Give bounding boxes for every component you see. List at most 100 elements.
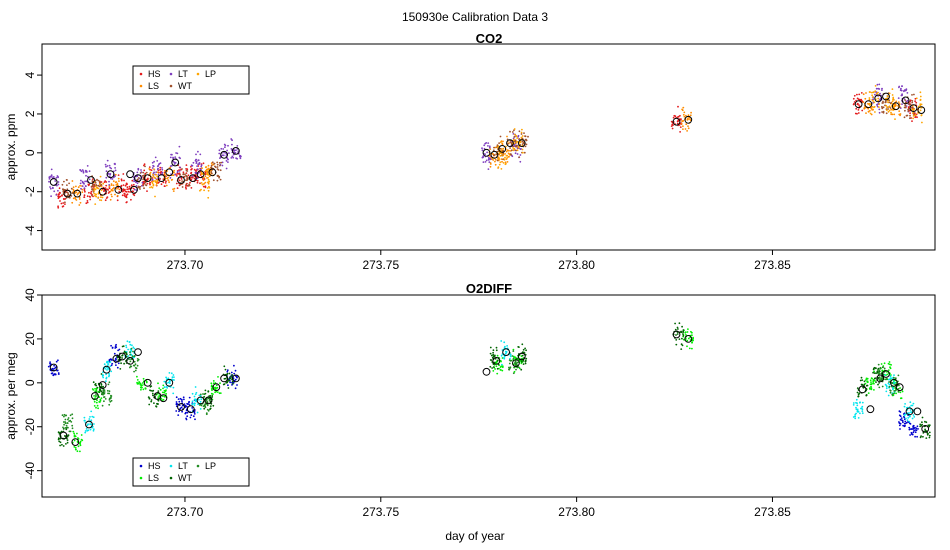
o2diff-data-point [79,440,82,443]
o2diff-data-point [93,405,96,407]
co2-data-point [187,177,189,180]
o2diff-data-point [149,385,152,388]
o2diff-mean-marker [212,383,221,392]
co2-mean-marker [73,189,82,198]
co2-data-point [126,201,128,203]
o2diff-data-point [928,424,931,427]
o2diff-x-tick-label: 273.75 [362,505,399,519]
co2-data-point [140,169,142,171]
o2diff-y-tick-label: -40 [23,462,37,480]
co2-data-point [196,181,199,184]
o2diff-data-point [95,395,97,398]
o2diff-data-point [191,392,194,395]
co2-data-point [871,106,874,108]
co2-data-point [152,164,155,167]
co2-data-point [95,195,98,198]
o2diff-data-point [96,386,99,389]
co2-data-point [156,160,159,162]
co2-data-point [899,107,902,109]
co2-data-point [104,163,107,166]
co2-data-point [506,154,509,157]
co2-data-point [919,91,922,94]
o2diff-data-point [128,358,130,361]
co2-data-point [502,158,504,161]
co2-data-point [492,159,495,161]
o2diff-data-point [899,422,902,425]
o2diff-data-point [493,366,495,368]
co2-data-point [169,156,172,159]
o2diff-data-point [108,390,111,393]
o2diff-data-point [492,349,495,352]
o2diff-data-point [921,423,923,426]
o2diff-mean-marker [85,420,93,429]
co2-data-point [174,173,177,176]
o2diff-data-point [49,361,51,363]
co2-data-point [201,183,204,186]
o2diff-data-point [228,379,231,382]
co2-data-point [911,112,914,114]
o2diff-data-point [496,372,499,375]
o2diff-data-point [127,355,130,357]
co2-data-point [482,161,485,164]
o2diff-data-point [902,421,904,424]
o2diff-mean-marker [895,383,904,392]
o2diff-data-point [234,369,237,372]
co2-data-point [905,114,908,117]
o2diff-data-point [687,337,690,340]
o2diff-data-point [233,372,236,375]
co2-data-point [144,165,146,168]
co2-mean-marker [854,100,863,109]
co2-data-point [916,116,918,119]
o2diff-data-point [208,399,211,401]
co2-data-point [882,106,885,109]
o2diff-data-point [145,380,148,383]
o2diff-data-point [49,362,51,365]
co2-data-point [874,111,876,113]
co2-data-point [211,161,214,164]
co2-data-point [881,102,884,104]
co2-data-point [525,139,528,142]
o2diff-data-point [500,354,503,357]
o2diff-data-point [185,417,188,420]
co2-data-point [481,149,484,152]
co2-data-point [79,184,81,187]
o2diff-data-point [899,397,902,400]
o2diff-data-point [903,405,906,408]
co2-data-point [109,190,112,193]
co2-data-point [83,196,86,199]
co2-data-point [504,163,507,166]
co2-data-point [59,195,62,198]
co2-mean-marker [134,174,142,183]
co2-data-point [227,158,230,161]
co2-data-point [156,179,159,182]
co2-data-point [670,125,673,127]
o2diff-data-point [520,368,523,371]
o2diff-data-point [57,359,59,362]
co2-data-point [504,161,507,164]
co2-data-point [169,177,172,179]
o2diff-data-point [163,386,166,389]
co2-mean-marker [882,92,890,101]
o2diff-data-point [170,372,173,375]
co2-mean-marker [891,102,900,111]
o2diff-data-point [129,360,132,363]
co2-data-point [142,171,145,174]
co2-data-point [61,194,63,197]
o2diff-data-point [891,382,893,385]
co2-data-point [216,175,219,178]
o2diff-data-point [163,395,166,398]
co2-data-point [920,114,923,116]
co2-data-point [152,180,155,183]
co2-data-point [868,103,871,106]
o2diff-data-point [91,415,94,418]
co2-data-point [142,184,145,187]
co2-data-point [208,185,210,188]
co2-data-point [876,83,879,86]
o2diff-data-point [908,415,911,418]
co2-data-point [905,88,908,91]
co2-mean-marker [126,170,135,179]
o2diff-data-point [872,371,874,374]
o2diff-data-point [148,403,151,406]
o2diff-data-point [888,363,891,366]
co2-data-point [108,187,111,189]
